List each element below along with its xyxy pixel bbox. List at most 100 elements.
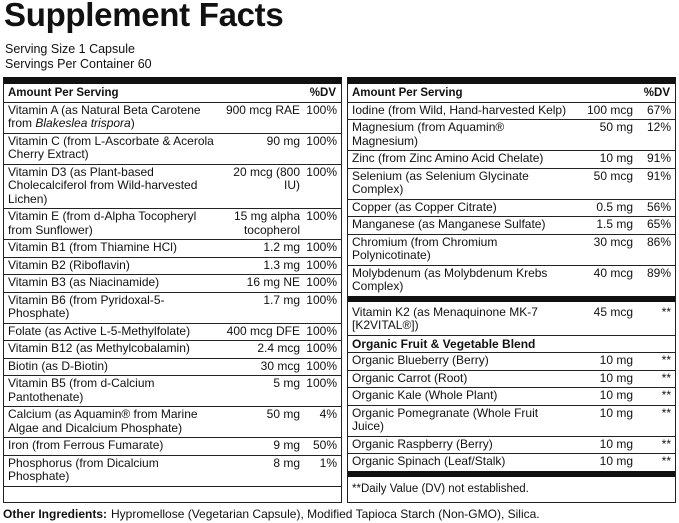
nutrient-name: Vitamin A (as Natural Beta Carotene from… — [8, 103, 220, 131]
nutrient-name: Biotin (as D-Biotin) — [8, 359, 220, 374]
amount: 5 mg — [273, 376, 300, 390]
daily-value: 12% — [646, 120, 671, 134]
nutrient-row: Vitamin A (as Natural Beta Carotene from… — [4, 103, 341, 134]
amount: 16 mg NE — [246, 275, 300, 289]
daily-value: 4% — [319, 407, 337, 421]
nutrient-row: Iron (from Ferrous Fumarate) 9 mg 50% — [4, 438, 341, 456]
amount: 900 mcg RAE — [225, 102, 300, 117]
title: Supplement Facts — [4, 0, 284, 33]
amount: 20 mcg (800 IU) — [233, 164, 300, 192]
nutrient-name: Vitamin B6 (from Pyridoxal-5-Phosphate) — [8, 293, 220, 321]
other-label: Other Ingredients: — [3, 507, 108, 521]
daily-value: 100% — [306, 292, 337, 307]
amount: 1.5 mg — [596, 217, 633, 231]
left-panel: Amount Per Serving %DV Vitamin A (as Natur… — [3, 77, 342, 503]
daily-value: 89% — [646, 265, 671, 280]
name-text: Zinc (from Zinc Amino Acid Chelate) — [352, 151, 544, 165]
nutrient-row: Vitamin E (from d-Alpha Tocopheryl from … — [4, 209, 341, 240]
amount: 8 mg — [273, 455, 300, 470]
amount: 0.5 mg — [596, 199, 633, 214]
amount-header: Amount Per Serving — [8, 87, 119, 99]
daily-value: 100% — [306, 275, 337, 289]
nutrient-row: Chromium (from Chromium Polynicotinate) 3… — [348, 235, 675, 266]
footnote: **Daily Value (DV) not established. — [352, 482, 529, 495]
nutrient-name: Organic Pomegranate (Whole Fruit Juice) — [352, 406, 567, 434]
nutrient-row: Iodine (from Wild, Hand-harvested Kelp) 1… — [348, 102, 675, 120]
nutrient-row: Biotin (as D-Biotin) 30 mcg 100% — [4, 358, 341, 376]
daily-value: ** — [661, 454, 671, 468]
other-text: Hypromellose (Vegetarian Capsule), Modif… — [111, 507, 540, 521]
other-ingredients: Other Ingredients: Hypromellose (Vegetari… — [3, 507, 540, 521]
nutrient-name: Calcium (as Aquamin® from Marine Algae a… — [8, 407, 220, 435]
amount: 10 mg — [599, 405, 633, 420]
name-text: Calcium (as Aquamin® from Marine Algae a… — [8, 407, 198, 435]
amount: 30 mcg — [593, 234, 633, 249]
daily-value: 100% — [306, 102, 337, 117]
name-text: Vitamin B2 (Riboflavin) — [8, 257, 130, 272]
amount: 2.4 mcg — [257, 341, 300, 355]
nutrient-name: Zinc (from Zinc Amino Acid Chelate) — [352, 151, 567, 166]
daily-value: 100% — [306, 358, 337, 373]
amount: 10 mg — [599, 370, 633, 385]
nutrient-name: Chromium (from Chromium Polynicotinate) — [352, 235, 567, 263]
daily-value: 100% — [306, 164, 337, 179]
right-panel: Amount Per Serving %DV Iodine (from Wild, … — [347, 77, 676, 503]
nutrient-name: Vitamin E (from d-Alpha Tocopheryl from … — [8, 209, 220, 237]
amount: 30 mcg — [260, 358, 300, 373]
name-text: Organic Raspberry (Berry) — [352, 436, 493, 451]
dv-header: %DV — [309, 87, 336, 99]
daily-value: 86% — [646, 234, 671, 249]
name-text: Organic Carrot (Root) — [352, 370, 468, 385]
amount: 10 mg — [599, 436, 633, 451]
name-text: Phosphorus (from Dicalcium Phosphate) — [8, 455, 159, 483]
nutrient-name: Organic Carrot (Root) — [352, 370, 567, 386]
amount-header: Amount Per Serving — [352, 87, 463, 99]
name-text: Organic Spinach (Leaf/Stalk) — [352, 454, 506, 468]
daily-value: 100% — [306, 257, 337, 272]
nutrient-name: Magnesium (from Aquamin® Magnesium) — [352, 120, 567, 148]
nutrient-name: Organic Spinach (Leaf/Stalk) — [352, 454, 567, 469]
amount: 10 mg — [599, 454, 633, 468]
nutrient-row: Phosphorus (from Dicalcium Phosphate) 8 m… — [4, 456, 341, 487]
daily-value: 50% — [312, 438, 337, 452]
nutrient-row: Manganese (as Manganese Sulfate) 1.5 mg 65… — [348, 217, 675, 235]
serving-size: Serving Size 1 Capsule — [5, 42, 135, 56]
nutrient-name: Vitamin B3 (as Niacinamide) — [8, 275, 220, 290]
amount: 1.2 mg — [263, 240, 300, 254]
amount: 1.7 mg — [263, 292, 300, 307]
nutrient-row: Molybdenum (as Molybdenum Krebs Complex)… — [348, 266, 675, 302]
nutrient-row: Organic Blueberry (Berry) 10 mg ** — [348, 353, 675, 371]
nutrient-name: Vitamin C (from L-Ascorbate & Acerola Ch… — [8, 134, 220, 162]
nutrient-row: Vitamin C (from L-Ascorbate & Acerola Ch… — [4, 134, 341, 165]
nutrient-row: Vitamin D3 (as Plant-based Cholecalcifer… — [4, 164, 341, 209]
name-text: Organic Kale (Whole Plant) — [352, 388, 498, 402]
nutrient-row: Zinc (from Zinc Amino Acid Chelate) 10 mg… — [348, 151, 675, 169]
nutrient-row: Selenium (as Selenium Glycinate Complex)… — [348, 169, 675, 200]
nutrient-name: Folate (as Active L-5-Methylfolate) — [8, 324, 220, 339]
daily-value: ** — [661, 388, 671, 402]
daily-value: 100% — [306, 240, 337, 254]
daily-value: 67% — [646, 102, 671, 117]
nutrient-row: Vitamin B6 (from Pyridoxal-5-Phosphate) 1… — [4, 293, 341, 324]
nutrient-name: Organic Kale (Whole Plant) — [352, 388, 567, 403]
amount: 15 mg alpha tocopherol — [233, 209, 300, 237]
nutrient-row: Calcium (as Aquamin® from Marine Algae a… — [4, 407, 341, 438]
nutrient-name: Vitamin D3 (as Plant-based Cholecalcifer… — [8, 165, 220, 207]
name-text: Iodine (from Wild, Hand-harvested Kelp) — [352, 102, 567, 117]
nutrient-row: Vitamin B2 (Riboflavin) 1.3 mg 100% — [4, 257, 341, 275]
nutrient-name: Vitamin B1 (from Thiamine HCl) — [8, 240, 220, 255]
nutrient-row: Organic Pomegranate (Whole Fruit Juice) 1… — [348, 406, 675, 437]
name-text: Manganese (as Manganese Sulfate) — [352, 217, 546, 231]
nutrient-row: Organic Spinach (Leaf/Stalk) 10 mg ** — [348, 454, 675, 477]
name-text: Vitamin B3 (as Niacinamide) — [8, 275, 160, 289]
nutrient-name: Vitamin B5 (from d-Calcium Pantothenate) — [8, 376, 220, 404]
amount: 50 mcg — [593, 168, 633, 183]
column-header: Amount Per Serving %DV — [348, 84, 675, 103]
nutrient-row: Organic Kale (Whole Plant) 10 mg ** — [348, 388, 675, 406]
name-text: Vitamin K2 (as Menaquinone MK-7 [K2VITAL… — [352, 304, 538, 332]
daily-value: ** — [661, 370, 671, 385]
name-text: Vitamin B12 (as Methylcobalamin) — [8, 341, 190, 355]
daily-value: 100% — [306, 376, 337, 390]
nutrient-row: Organic Carrot (Root) 10 mg ** — [348, 370, 675, 388]
